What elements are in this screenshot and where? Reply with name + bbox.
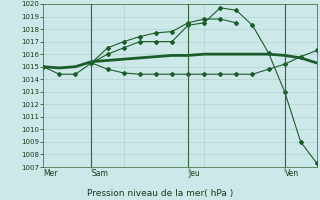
Text: Mer: Mer [43,169,58,178]
Text: Sam: Sam [92,169,108,178]
Text: Ven: Ven [284,169,299,178]
Text: Jeu: Jeu [188,169,200,178]
Text: |: | [91,167,92,172]
Text: |: | [284,167,286,172]
Text: |: | [187,167,189,172]
Text: Pression niveau de la mer( hPa ): Pression niveau de la mer( hPa ) [87,189,233,198]
